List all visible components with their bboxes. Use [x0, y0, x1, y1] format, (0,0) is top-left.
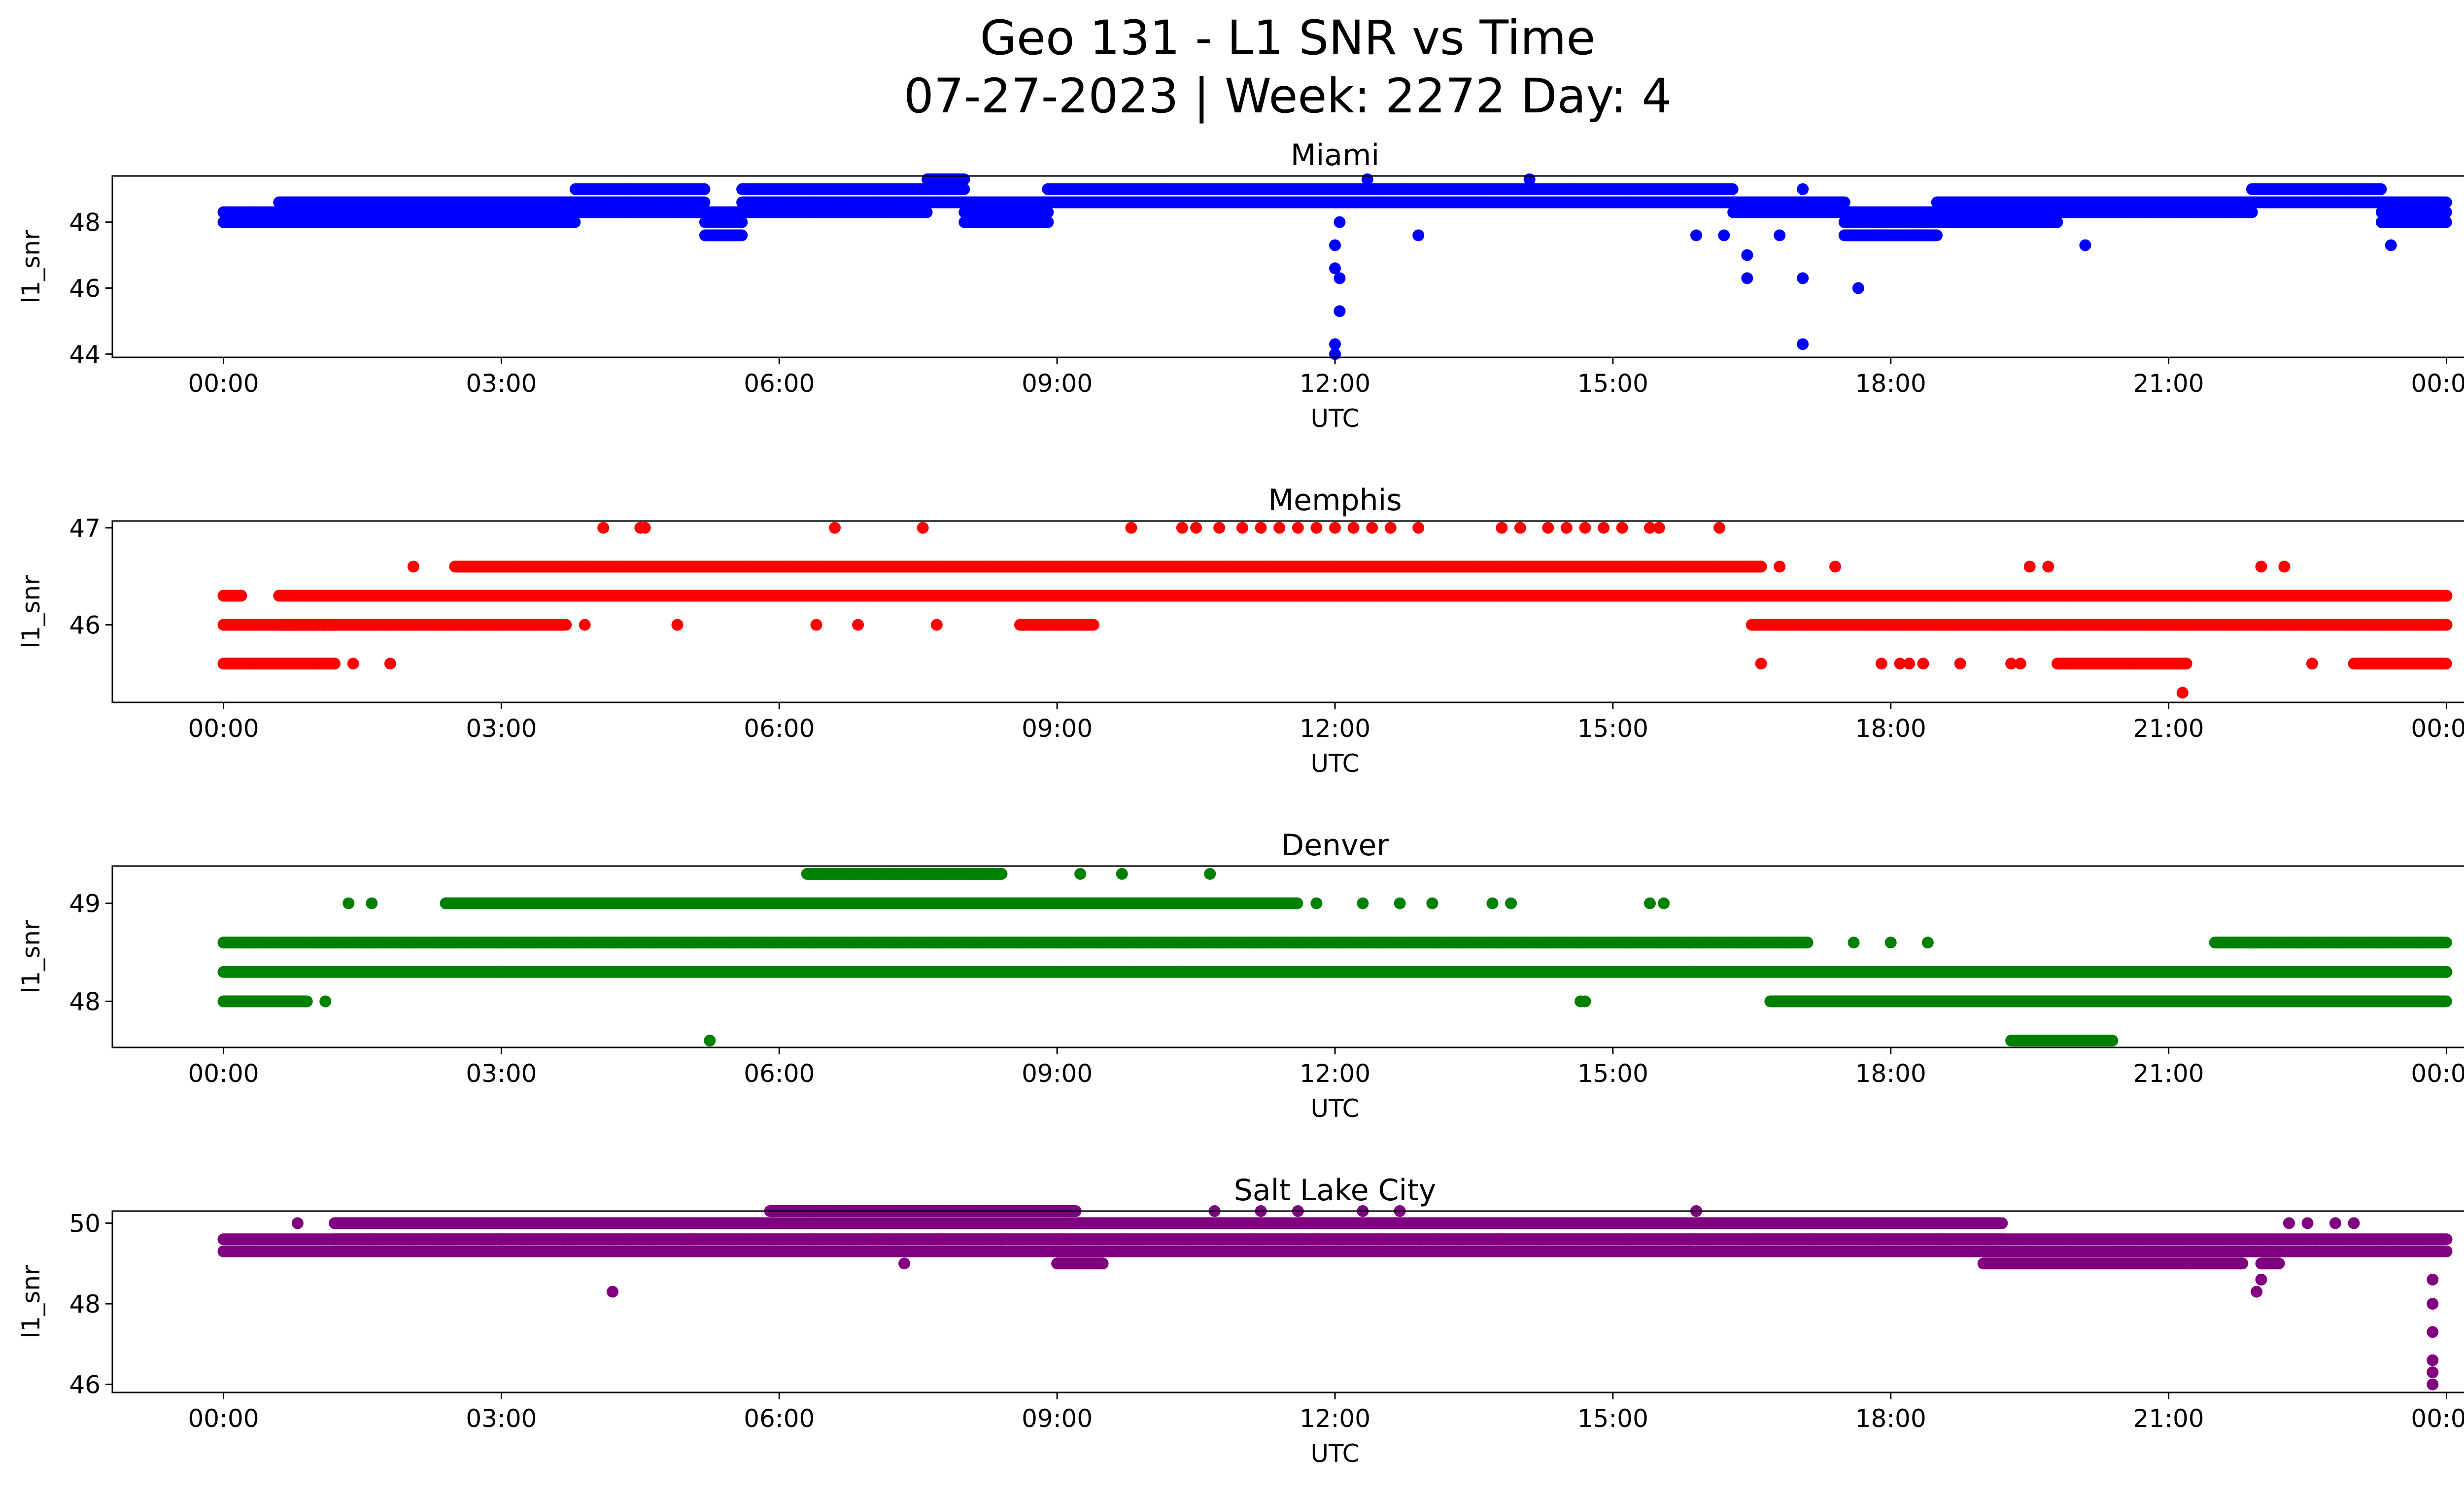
- data-point: [1797, 183, 1809, 195]
- data-point: [1334, 216, 1346, 228]
- data-point: [736, 229, 748, 242]
- data-point: [569, 216, 581, 228]
- data-point: [1412, 229, 1425, 242]
- data-point: [1042, 206, 1054, 218]
- data-point: [2440, 196, 2452, 209]
- data-point: [1852, 282, 1864, 294]
- data-point: [1690, 229, 1702, 242]
- data-point: [1523, 173, 1536, 185]
- data-point: [1334, 272, 1346, 284]
- data-point: [698, 196, 711, 209]
- data-point: [1774, 229, 1786, 242]
- data-point: [1931, 229, 1943, 242]
- subplot-miami: 00:00 03:00 06:00 09:00 12:00 15:00 18:00 21:00…: [17, 138, 2464, 433]
- data-point: [1718, 229, 1730, 242]
- scatter-points: [217, 173, 2452, 360]
- data-point: [690, 183, 702, 195]
- figure-title-line1: Geo 131 - L1 SNR vs Time: [0, 9, 2464, 67]
- data-point: [620, 183, 633, 195]
- data-point: [1741, 272, 1753, 284]
- data-point: [2079, 239, 2091, 251]
- data-point: [698, 183, 711, 195]
- data-point: [2375, 183, 2387, 195]
- data-point: [1797, 338, 1809, 350]
- figure-title: Geo 131 - L1 SNR vs Time 07-27-2023 | We…: [0, 9, 2464, 125]
- x-tick-label: 00:00: [188, 369, 259, 398]
- data-point: [921, 206, 933, 218]
- figure-title-line2: 07-27-2023 | Week: 2272 Day: 4: [0, 67, 2464, 125]
- data-point: [2385, 239, 2397, 251]
- data-point: [1741, 249, 1753, 261]
- data-point: [1726, 183, 1739, 195]
- data-point: [958, 183, 970, 195]
- data-point: [958, 173, 970, 185]
- data-point: [1042, 216, 1054, 228]
- data-point: [1334, 305, 1346, 317]
- data-point: [1329, 239, 1341, 251]
- data-point: [736, 216, 748, 228]
- data-point: [1361, 173, 1373, 185]
- data-point: [1797, 272, 1809, 284]
